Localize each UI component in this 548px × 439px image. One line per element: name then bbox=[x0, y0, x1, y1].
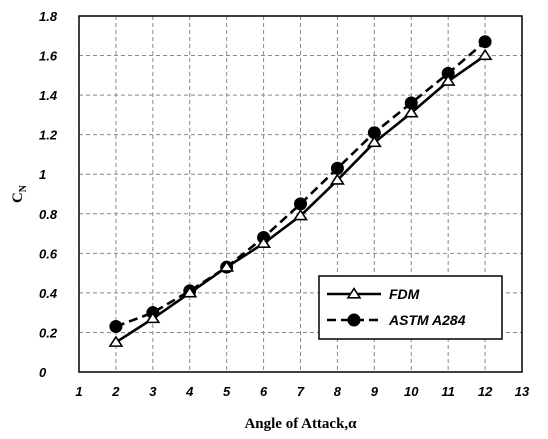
x-tick-label: 3 bbox=[149, 384, 157, 399]
y-tick-label: 0 bbox=[39, 365, 47, 380]
x-tick-label: 7 bbox=[297, 384, 305, 399]
y-tick-label: 0.2 bbox=[39, 325, 58, 340]
legend: FDM ASTM A284 bbox=[318, 275, 503, 340]
x-tick-label: 10 bbox=[404, 384, 419, 399]
data-point bbox=[109, 320, 123, 334]
x-tick-label: 12 bbox=[478, 384, 493, 399]
data-point bbox=[366, 135, 382, 148]
x-tick-label: 13 bbox=[515, 384, 530, 399]
y-tick-label: 1.8 bbox=[39, 9, 58, 24]
data-point bbox=[478, 35, 492, 49]
x-tick-label: 11 bbox=[441, 384, 455, 399]
data-point bbox=[182, 286, 198, 298]
y-tick-label: 1.4 bbox=[39, 88, 58, 103]
data-point bbox=[403, 106, 419, 118]
x-tick-label: 5 bbox=[223, 384, 231, 399]
data-point bbox=[329, 173, 345, 185]
y-tick-label: 0.8 bbox=[39, 207, 58, 222]
legend-label: ASTM A284 bbox=[388, 312, 466, 328]
x-tick-labels: 1 2 3 4 5 6 7 8 9 10 11 12 13 bbox=[75, 384, 530, 399]
y-tick-label: 0.6 bbox=[39, 246, 58, 261]
data-point bbox=[477, 48, 493, 61]
x-tick-label: 4 bbox=[185, 384, 194, 399]
data-point bbox=[108, 335, 124, 347]
data-point bbox=[330, 161, 344, 175]
legend-item: ASTM A284 bbox=[327, 312, 466, 328]
y-tick-label: 1 bbox=[39, 167, 46, 182]
y-tick-labels: 0 0.2 0.4 0.6 0.8 1 1.2 1.4 1.6 1.8 bbox=[39, 9, 58, 380]
data-point bbox=[256, 236, 272, 249]
data-point bbox=[440, 74, 456, 86]
plot-border bbox=[78, 15, 523, 373]
y-axis-title-subscript: N bbox=[18, 184, 29, 192]
y-tick-label: 0.4 bbox=[39, 286, 58, 301]
y-tick-label: 1.2 bbox=[39, 128, 58, 143]
legend-marker bbox=[347, 313, 361, 327]
legend-box bbox=[318, 275, 503, 340]
legend-marker bbox=[346, 287, 362, 299]
series bbox=[108, 35, 493, 347]
series-0 bbox=[108, 48, 493, 347]
x-tick-label: 2 bbox=[111, 384, 120, 399]
data-point bbox=[293, 208, 308, 221]
x-tick-label: 8 bbox=[334, 384, 342, 399]
x-tick-label: 6 bbox=[260, 384, 268, 399]
data-point bbox=[294, 197, 307, 211]
y-axis-title: CN bbox=[10, 184, 29, 203]
y-axis-title-main: C bbox=[10, 192, 26, 203]
legend-item: FDM bbox=[327, 286, 420, 302]
y-tick-label: 1.6 bbox=[39, 49, 58, 64]
data-point bbox=[219, 260, 235, 272]
x-tick-label: 1 bbox=[75, 384, 82, 399]
legend-label: FDM bbox=[389, 286, 420, 302]
legend-items: FDM ASTM A284 bbox=[327, 286, 466, 328]
data-point bbox=[145, 311, 161, 324]
x-tick-label: 9 bbox=[371, 384, 379, 399]
x-axis-title: Angle of Attack,α bbox=[244, 416, 357, 432]
